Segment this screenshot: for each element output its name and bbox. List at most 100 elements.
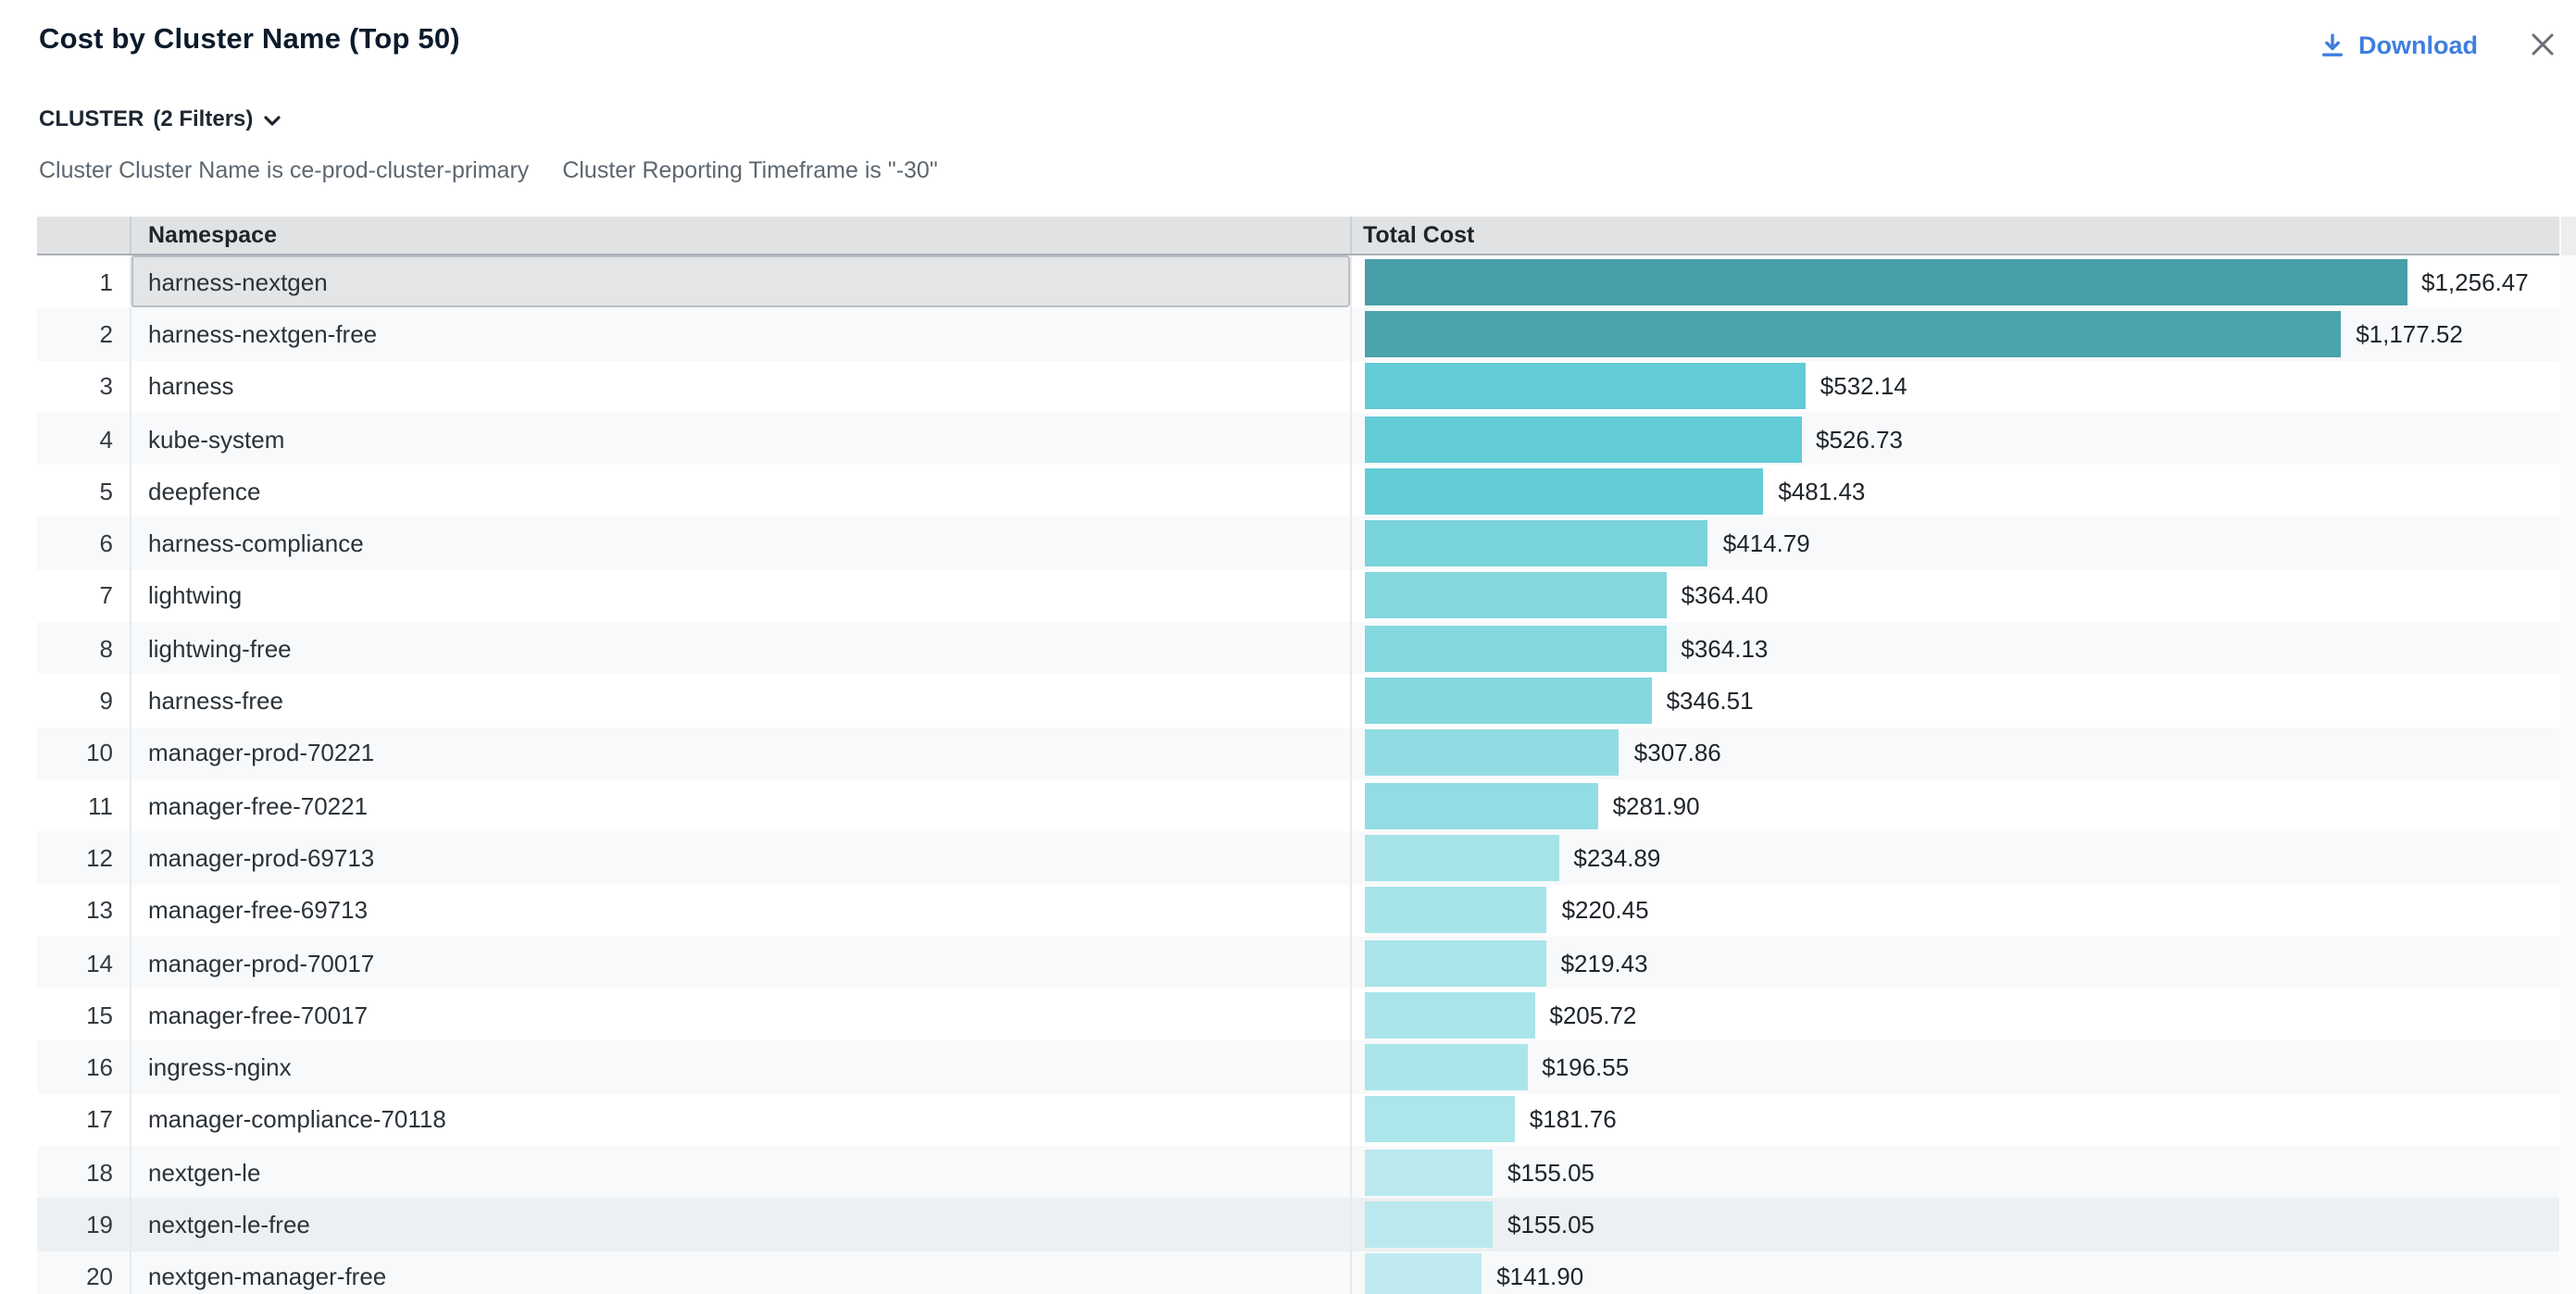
namespace-cell[interactable]: manager-free-70017 [130, 989, 1350, 1041]
namespace-cell[interactable]: harness-compliance [130, 516, 1350, 570]
row-rank: 10 [86, 739, 113, 767]
table-row[interactable]: 18 nextgen-le $155.05 [37, 1146, 2559, 1199]
total-cost-cell[interactable]: $364.13 [1350, 622, 2559, 675]
cost-bar[interactable] [1364, 520, 1708, 567]
close-button[interactable] [2526, 28, 2559, 61]
table-body: 1 harness-nextgen $1,256.47 2 harness-nextge… [37, 255, 2559, 1294]
namespace-cell[interactable]: kube-system [130, 412, 1350, 466]
table-row[interactable]: 2 harness-nextgen-free $1,177.52 [37, 307, 2559, 361]
cost-bar[interactable] [1364, 258, 2407, 305]
download-button[interactable]: Download [2318, 31, 2478, 58]
total-cost-cell[interactable]: $364.40 [1350, 569, 2559, 623]
row-rank: 14 [86, 949, 113, 977]
total-cost-cell[interactable]: $1,256.47 [1350, 255, 2559, 308]
row-rank: 5 [99, 477, 113, 505]
row-rank: 12 [86, 843, 113, 872]
table-row[interactable]: 7 lightwing $364.40 [37, 569, 2559, 623]
cost-bar[interactable] [1364, 1096, 1515, 1143]
namespace-cell[interactable]: harness [130, 360, 1350, 413]
total-cost-cell[interactable]: $196.55 [1350, 1040, 2559, 1094]
row-rank: 9 [99, 687, 113, 715]
cost-bar[interactable] [1364, 729, 1619, 777]
namespace-cell[interactable]: ingress-nginx [130, 1040, 1350, 1094]
table-row[interactable]: 4 kube-system $526.73 [37, 412, 2559, 466]
cost-bar[interactable] [1364, 834, 1559, 881]
table-row[interactable]: 6 harness-compliance $414.79 [37, 516, 2559, 570]
total-cost-column-header: Total Cost [1350, 217, 2559, 254]
cost-bar[interactable] [1364, 991, 1535, 1039]
total-cost-cell[interactable]: $219.43 [1350, 936, 2559, 989]
total-cost-cell[interactable]: $220.45 [1350, 884, 2559, 937]
namespace-cell[interactable]: manager-prod-69713 [130, 831, 1350, 885]
cost-bar[interactable] [1364, 1044, 1528, 1091]
namespace-cell[interactable]: nextgen-le [130, 1146, 1350, 1199]
namespace-cell[interactable]: manager-free-69713 [130, 884, 1350, 937]
total-cost-cell[interactable]: $181.76 [1350, 1093, 2559, 1147]
total-cost-cell[interactable]: $234.89 [1350, 831, 2559, 885]
total-cost-cell[interactable]: $532.14 [1350, 360, 2559, 413]
namespace-cell[interactable]: nextgen-le-free [130, 1198, 1350, 1251]
cost-bar[interactable] [1364, 416, 1801, 463]
namespace-cell[interactable]: manager-compliance-70118 [130, 1093, 1350, 1147]
row-rank: 16 [86, 1053, 113, 1082]
cost-bar[interactable] [1364, 310, 2342, 357]
cost-bar[interactable] [1364, 625, 1667, 672]
table-row[interactable]: 14 manager-prod-70017 $219.43 [37, 936, 2559, 989]
table-row[interactable]: 9 harness-free $346.51 [37, 674, 2559, 728]
cost-bar[interactable] [1364, 887, 1547, 934]
table-row[interactable]: 11 manager-free-70221 $281.90 [37, 778, 2559, 832]
namespace-cell[interactable]: lightwing-free [130, 622, 1350, 675]
namespace-column-header: Namespace [130, 217, 1350, 254]
table-row[interactable]: 20 nextgen-manager-free $141.90 [37, 1250, 2559, 1294]
cost-bar[interactable] [1364, 572, 1667, 619]
total-cost-cell[interactable]: $346.51 [1350, 674, 2559, 728]
cluster-filters-toggle[interactable]: CLUSTER (2 Filters) [39, 106, 281, 131]
namespace-cell[interactable]: harness-free [130, 674, 1350, 728]
total-cost-cell[interactable]: $481.43 [1350, 465, 2559, 517]
namespace-cell[interactable]: manager-free-70221 [130, 778, 1350, 832]
total-cost-cell[interactable]: $141.90 [1350, 1250, 2559, 1294]
cost-value: $532.14 [1819, 372, 1907, 401]
cost-bar[interactable] [1364, 1201, 1493, 1248]
total-cost-cell[interactable]: $281.90 [1350, 778, 2559, 832]
table-row[interactable]: 3 harness $532.14 [37, 360, 2559, 413]
table-row[interactable]: 17 manager-compliance-70118 $181.76 [37, 1093, 2559, 1147]
total-cost-cell[interactable]: $307.86 [1350, 727, 2559, 779]
total-cost-cell[interactable]: $155.05 [1350, 1198, 2559, 1251]
table-row[interactable]: 10 manager-prod-70221 $307.86 [37, 727, 2559, 779]
namespace-cell[interactable]: manager-prod-70017 [130, 936, 1350, 989]
namespace-cell[interactable]: harness-nextgen [130, 255, 1350, 308]
table-row[interactable]: 12 manager-prod-69713 $234.89 [37, 831, 2559, 885]
cost-bar[interactable] [1364, 467, 1764, 515]
cost-bar[interactable] [1364, 678, 1652, 725]
cost-bar[interactable] [1364, 939, 1546, 986]
cost-bar[interactable] [1364, 1253, 1482, 1294]
cost-bar[interactable] [1364, 782, 1598, 829]
cost-bar[interactable] [1364, 363, 1806, 410]
download-label: Download [2358, 31, 2478, 58]
table-row[interactable]: 19 nextgen-le-free $155.05 [37, 1198, 2559, 1251]
total-cost-cell[interactable]: $414.79 [1350, 516, 2559, 570]
table-row[interactable]: 16 ingress-nginx $196.55 [37, 1040, 2559, 1094]
cost-value: $181.76 [1529, 1105, 1617, 1134]
table-row[interactable]: 15 manager-free-70017 $205.72 [37, 989, 2559, 1041]
namespace-cell[interactable]: nextgen-manager-free [130, 1250, 1350, 1294]
total-cost-cell[interactable]: $526.73 [1350, 412, 2559, 466]
namespace-cell[interactable]: manager-prod-70221 [130, 727, 1350, 779]
cost-value: $364.13 [1681, 634, 1769, 663]
total-cost-cell[interactable]: $205.72 [1350, 989, 2559, 1041]
total-cost-cell[interactable]: $1,177.52 [1350, 307, 2559, 361]
row-rank: 19 [86, 1210, 113, 1238]
cost-bar[interactable] [1364, 1149, 1493, 1196]
namespace-cell[interactable]: lightwing [130, 569, 1350, 623]
table-row[interactable]: 5 deepfence $481.43 [37, 465, 2559, 517]
table-row[interactable]: 8 lightwing-free $364.13 [37, 622, 2559, 675]
page-title: Cost by Cluster Name (Top 50) [39, 24, 460, 56]
table-row[interactable]: 13 manager-free-69713 $220.45 [37, 884, 2559, 937]
total-cost-cell[interactable]: $155.05 [1350, 1146, 2559, 1199]
table-row[interactable]: 1 harness-nextgen $1,256.47 [37, 255, 2559, 308]
vertical-scrollbar[interactable] [2561, 255, 2576, 1294]
namespace-cell[interactable]: deepfence [130, 465, 1350, 517]
namespace-cell[interactable]: harness-nextgen-free [130, 307, 1350, 361]
